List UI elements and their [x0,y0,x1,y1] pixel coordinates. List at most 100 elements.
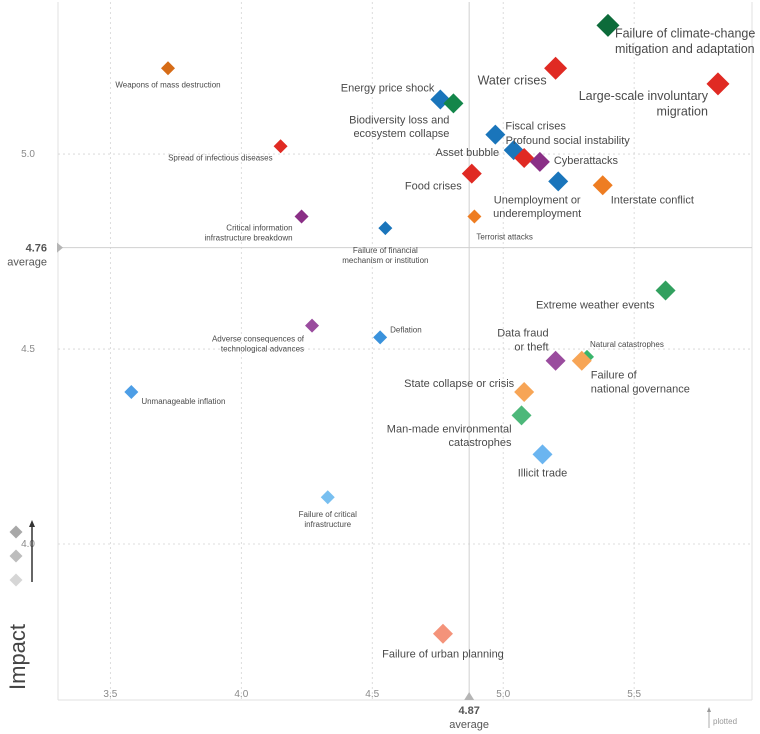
data-point-diamond [571,350,592,371]
data-point-diamond [485,124,506,145]
data-point-label-line: migration [657,105,708,119]
data-point-label-line: mitigation and adaptation [615,42,755,56]
data-point-label: Large-scale involuntary migration [579,89,709,119]
data-point-diamond [545,350,566,371]
data-point-label-line: Failure of urban planning [382,649,504,661]
data-point-label-line: Natural catastrophes [590,340,664,349]
data-point-label: Adverse consequences of technological adv… [212,335,305,354]
x-tick-label: 5.0 [496,689,510,700]
y-tick-label: 4.5 [21,344,35,355]
x-tick-label: 4.0 [234,689,248,700]
data-point-label-line: Deflation [390,325,422,334]
data-point-label-line: Unmanageable inflation [141,397,225,406]
data-point-diamond [655,280,676,301]
grid-lines [58,2,752,700]
data-points [124,13,730,644]
data-point-label-line: Cyberattacks [554,155,619,167]
data-point-diamond [373,330,388,345]
data-point-label-line: Food crises [405,181,462,193]
data-point-label-line: technological advances [221,345,304,354]
data-point-label-line: Failure of climate-change [615,26,755,40]
x-average-label: average [449,719,489,731]
data-point-label-line: Biodiversity loss and [349,114,449,126]
data-point-label: Natural catastrophes [590,340,664,349]
data-point-label: Energy price shock [341,82,435,94]
data-point-label: Food crises [405,181,462,193]
data-point-label-line: Large-scale involuntary [579,89,709,103]
data-point-label: Profound social instability [506,135,631,147]
y-average-marker [57,242,63,253]
data-point-label: Spread of infectious diseases [168,153,273,162]
data-point-diamond [706,72,730,96]
data-point-diamond [511,405,532,426]
data-point-label: Failure of urban planning [382,649,504,661]
x-average-value: 4.87 [458,705,479,717]
data-point-label-line: catastrophes [449,437,512,449]
data-point-label-line: Adverse consequences of [212,335,305,344]
data-point-label-line: national governance [591,383,690,395]
data-point-label-line: Unemployment or [494,194,581,206]
data-point-label: Unemployment or underemployment [493,194,581,220]
data-point-diamond [514,147,535,168]
data-point-diamond [378,221,393,236]
x-tick-label: 3.5 [103,689,117,700]
data-point-label-line: Failure of financial [353,246,418,255]
data-point-diamond [273,139,288,154]
data-point-label: Cyberattacks [554,155,619,167]
data-point-label-line: Profound social instability [506,135,631,147]
data-point-diamond [596,13,620,37]
data-point-label-line: mechanism or institution [342,256,428,265]
point-labels: Failure of climate-change mitigation and … [115,26,755,660]
legend-size-diamond [9,525,23,539]
legend-size-diamond [9,573,23,587]
data-point-label: Fiscal crises [505,121,566,133]
data-point-diamond [432,623,453,644]
data-point-label-line: Water crises [478,73,547,87]
y-average-label: average [7,257,47,269]
legend-arrow-head [29,520,35,527]
data-point-label-line: Weapons of mass destruction [115,80,220,89]
data-point-label-line: Spread of infectious diseases [168,153,273,162]
data-point-label-line: Failure of [591,370,638,382]
data-point-label: Deflation [390,325,422,334]
data-point-label: Failure of financial mechanism or institu… [342,246,428,265]
y-tick-label: 4.0 [21,539,35,550]
data-point-label-line: ecosystem collapse [353,128,449,140]
data-point-diamond [124,384,139,399]
data-point-diamond [160,61,175,76]
data-point-label: Critical information infrastructure break… [205,223,293,242]
data-point-label: Unmanageable inflation [141,397,225,406]
data-point-label: Terrorist attacks [476,232,532,241]
data-point-label-line: Interstate conflict [611,194,694,206]
data-point-diamond [548,171,569,192]
legend [9,520,711,728]
data-point-label-line: State collapse or crisis [404,378,515,390]
y-axis-title: Impact [5,624,30,690]
data-point-label: Failure of climate-change mitigation and … [615,26,755,56]
data-point-diamond [443,93,464,114]
data-point-diamond [592,175,613,196]
data-point-label-line: infrastructure [304,520,351,529]
data-point-label: Extreme weather events [536,300,655,312]
data-point-diamond [467,209,482,224]
data-point-label-line: Asset bubble [436,147,500,159]
axis-ticks: 3.5 4.0 4.5 5.0 5.5 4.0 4.5 5.0 [21,149,641,700]
data-point-label-line: infrastructure breakdown [205,233,293,242]
data-point-diamond [532,444,553,465]
data-point-diamond [320,490,335,505]
x-tick-label: 4.5 [365,689,379,700]
data-point-label: Illicit trade [518,467,568,479]
data-point-diamond [305,318,320,333]
data-point-label-line: Fiscal crises [505,121,566,133]
data-point-label-line: Man-made environmental [387,423,512,435]
plotted-note: plotted [713,717,737,726]
data-point-label-line: Failure of critical [299,510,357,519]
legend-size-diamond [9,549,23,563]
data-point-label: Interstate conflict [611,194,694,206]
data-point-label: Man-made environmental catastrophes [387,423,512,449]
data-point-label: Water crises [478,73,547,87]
data-point-label-line: Illicit trade [518,467,568,479]
data-point-label-line: Energy price shock [341,82,435,94]
x-tick-label: 5.5 [627,689,641,700]
